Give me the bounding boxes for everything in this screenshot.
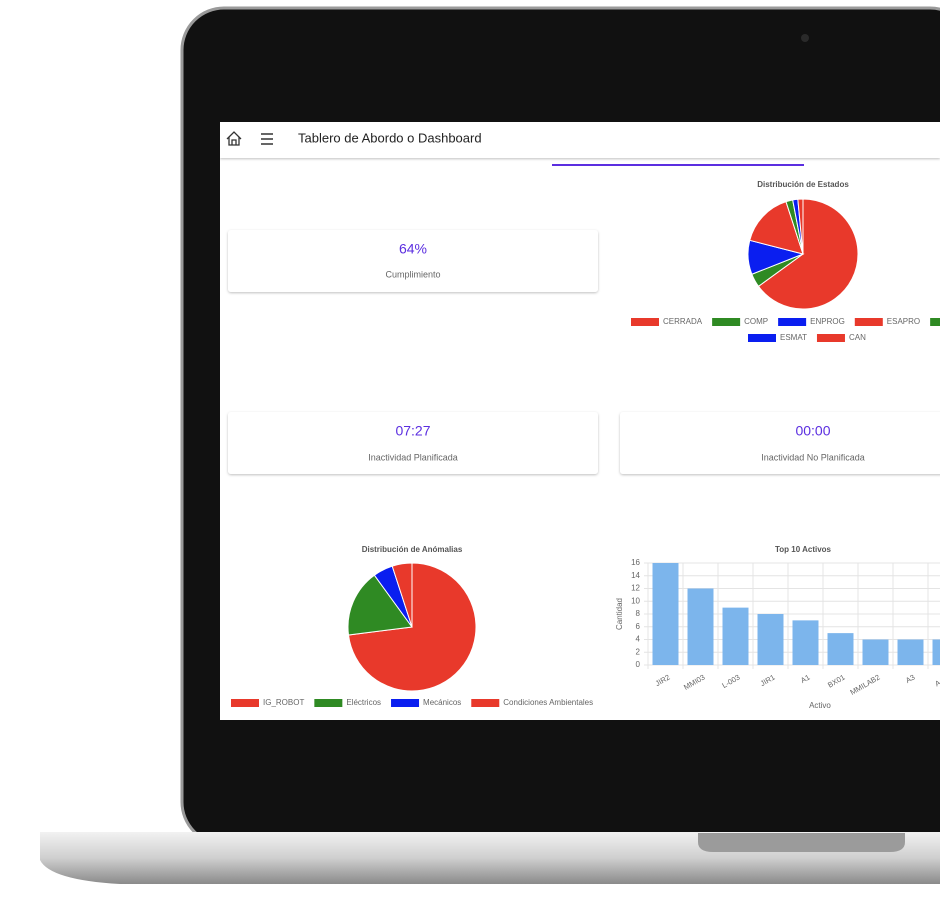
legend-label: CERRADA xyxy=(663,317,703,326)
legend-swatch xyxy=(854,318,883,326)
chart-title: Distribución de Anómalias xyxy=(362,545,463,554)
legend-label: COMP xyxy=(744,317,768,326)
legend-swatch xyxy=(816,334,845,342)
legend-label: Condiciones Ambientales xyxy=(503,698,593,707)
legend-swatch xyxy=(391,699,420,707)
screen: Tablero de Abordo o Dashboard 64% Cumpli… xyxy=(220,122,940,720)
bar xyxy=(652,563,679,665)
legend-label: ESMAT xyxy=(780,333,807,342)
legend-swatch xyxy=(631,318,659,326)
pie-slice xyxy=(347,574,413,636)
x-tick-label: A4-0 xyxy=(933,673,940,689)
legend-swatch xyxy=(930,318,940,326)
legend-label: ESAPRO xyxy=(887,317,920,326)
kpi-label: Inactividad No Planificada xyxy=(761,452,865,462)
bar xyxy=(757,614,784,665)
y-axis-label: Cantidad xyxy=(615,598,624,630)
chart-title: Top 10 Activos xyxy=(775,545,832,554)
kpi-label: Inactividad Planificada xyxy=(368,452,458,462)
bar xyxy=(897,639,924,665)
x-tick-label: A1 xyxy=(799,673,811,685)
y-tick-label: 0 xyxy=(636,660,641,669)
x-axis-label: Activo xyxy=(809,701,831,710)
x-tick-label: A3 xyxy=(904,673,916,685)
y-tick-label: 16 xyxy=(631,558,640,567)
y-tick-label: 6 xyxy=(636,622,641,631)
legend-swatch xyxy=(314,699,343,707)
y-tick-label: 4 xyxy=(636,635,641,644)
y-tick-label: 14 xyxy=(631,571,640,580)
pie-slice xyxy=(757,198,859,310)
card xyxy=(228,230,598,292)
bar xyxy=(687,588,714,665)
pie-slice xyxy=(391,562,413,628)
y-tick-label: 12 xyxy=(631,584,640,593)
kpi-value: 07:27 xyxy=(395,423,430,439)
legend-swatch xyxy=(231,699,259,707)
legend-label: Eléctricos xyxy=(346,698,381,707)
app-bar xyxy=(220,122,940,158)
y-tick-label: 8 xyxy=(636,609,641,618)
legend-swatch xyxy=(471,699,500,707)
legend-label: IG_ROBOT xyxy=(263,698,304,707)
camera xyxy=(801,34,809,42)
legend-label: Mecánicos xyxy=(423,698,461,707)
legend-swatch xyxy=(748,334,776,342)
bar xyxy=(932,639,940,665)
card xyxy=(228,412,598,474)
bar xyxy=(862,639,889,665)
kpi-label: Cumplimiento xyxy=(385,269,440,279)
y-tick-label: 2 xyxy=(636,647,641,656)
kpi-value: 64% xyxy=(399,241,427,257)
home-icon[interactable] xyxy=(226,131,242,146)
bar xyxy=(722,607,749,665)
pie-slice xyxy=(797,198,804,255)
legend-label: CAN xyxy=(849,333,866,342)
legend-swatch xyxy=(778,318,807,326)
laptop-notch xyxy=(698,833,905,852)
tab-indicator xyxy=(552,164,804,166)
kpi-value: 00:00 xyxy=(795,423,830,439)
y-tick-label: 10 xyxy=(631,596,640,605)
chart-title: Distribución de Estados xyxy=(757,180,849,189)
bar xyxy=(827,633,854,665)
pie-slice xyxy=(749,201,804,255)
menu-icon[interactable] xyxy=(261,133,273,145)
legend-label: ENPROG xyxy=(810,317,845,326)
bar xyxy=(792,620,819,665)
legend-swatch xyxy=(712,318,741,326)
app-title: Tablero de Abordo o Dashboard xyxy=(298,130,482,145)
card xyxy=(620,412,940,474)
